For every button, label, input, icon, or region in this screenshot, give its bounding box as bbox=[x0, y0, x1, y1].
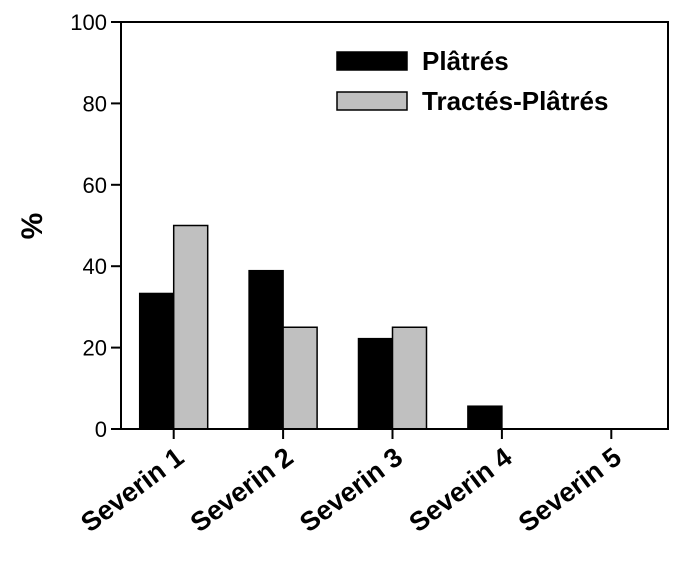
x-tick-label: Severin 5 bbox=[513, 442, 627, 538]
bar-tractes-platres bbox=[172, 224, 209, 430]
y-tick-label: 20 bbox=[83, 336, 107, 361]
bar-platres bbox=[357, 337, 394, 430]
bars bbox=[138, 224, 503, 430]
bar-platres bbox=[138, 292, 175, 430]
legend: Plâtrés Tractés-Plâtrés bbox=[336, 46, 608, 116]
plot-frame bbox=[120, 21, 669, 430]
x-tick-label: Severin 1 bbox=[75, 442, 189, 538]
y-tick-label: 80 bbox=[83, 91, 107, 116]
bar-tractes-platres bbox=[282, 326, 318, 430]
y-axis-label: % bbox=[16, 213, 49, 240]
legend-swatch bbox=[336, 91, 408, 111]
legend-swatch bbox=[336, 51, 408, 71]
y-axis: 0 20 40 60 80 100 bbox=[70, 10, 121, 442]
y-tick-label: 40 bbox=[83, 254, 107, 279]
y-tick-label: 100 bbox=[70, 10, 107, 35]
bar-platres bbox=[248, 269, 284, 430]
y-tick-label: 0 bbox=[95, 417, 107, 442]
bar-tractes-platres bbox=[391, 326, 428, 430]
y-tick-label: 60 bbox=[83, 173, 107, 198]
x-tick-label: Severin 4 bbox=[404, 442, 518, 538]
legend-label: Tractés-Plâtrés bbox=[422, 86, 608, 116]
x-tick-label: Severin 3 bbox=[294, 442, 408, 538]
bar-platres bbox=[467, 405, 503, 430]
legend-label: Plâtrés bbox=[422, 46, 509, 76]
x-tick-label: Severin 2 bbox=[185, 442, 299, 538]
